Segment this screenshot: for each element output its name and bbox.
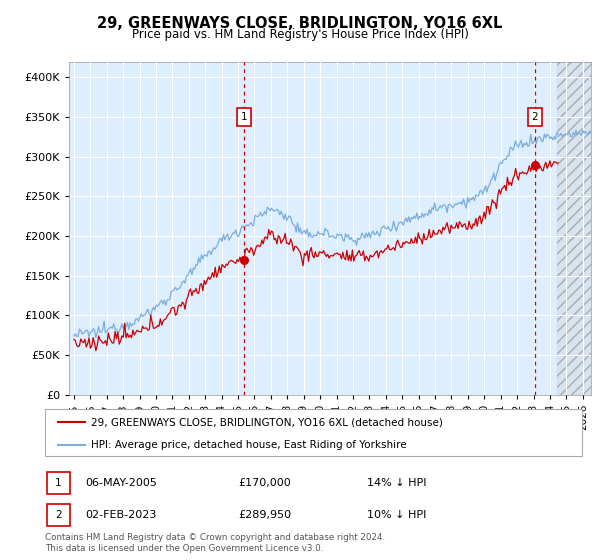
FancyBboxPatch shape xyxy=(47,472,70,494)
Text: 29, GREENWAYS CLOSE, BRIDLINGTON, YO16 6XL (detached house): 29, GREENWAYS CLOSE, BRIDLINGTON, YO16 6… xyxy=(91,417,443,427)
Text: £170,000: £170,000 xyxy=(238,478,291,488)
Text: Contains HM Land Registry data © Crown copyright and database right 2024.
This d: Contains HM Land Registry data © Crown c… xyxy=(45,533,385,553)
Bar xyxy=(557,62,591,395)
Text: 1: 1 xyxy=(241,112,247,122)
Text: 10% ↓ HPI: 10% ↓ HPI xyxy=(367,510,427,520)
Text: HPI: Average price, detached house, East Riding of Yorkshire: HPI: Average price, detached house, East… xyxy=(91,440,406,450)
Bar xyxy=(557,62,591,395)
Text: 1: 1 xyxy=(55,478,62,488)
Text: 06-MAY-2005: 06-MAY-2005 xyxy=(85,478,157,488)
Text: 2: 2 xyxy=(532,112,538,122)
Text: 14% ↓ HPI: 14% ↓ HPI xyxy=(367,478,427,488)
Text: Price paid vs. HM Land Registry's House Price Index (HPI): Price paid vs. HM Land Registry's House … xyxy=(131,28,469,41)
FancyBboxPatch shape xyxy=(45,409,582,456)
FancyBboxPatch shape xyxy=(47,504,70,526)
Text: 02-FEB-2023: 02-FEB-2023 xyxy=(85,510,157,520)
Text: 2: 2 xyxy=(55,510,62,520)
Text: £289,950: £289,950 xyxy=(238,510,292,520)
Text: 29, GREENWAYS CLOSE, BRIDLINGTON, YO16 6XL: 29, GREENWAYS CLOSE, BRIDLINGTON, YO16 6… xyxy=(97,16,503,31)
